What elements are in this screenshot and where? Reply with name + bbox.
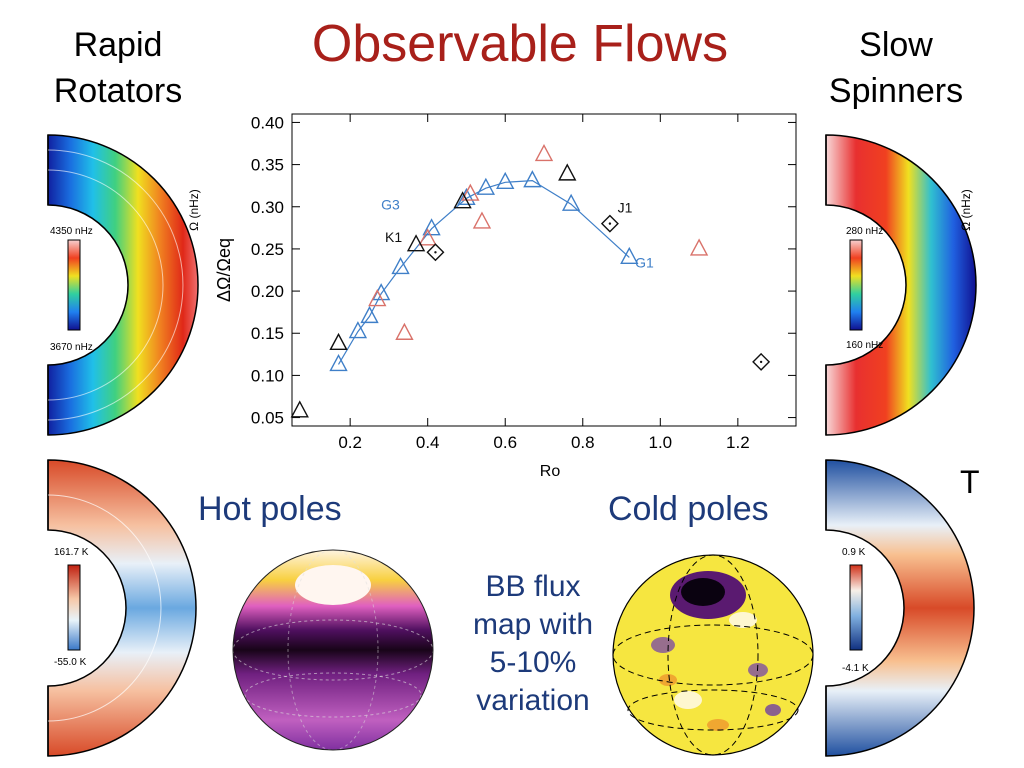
- y-tick-label: 0.20: [251, 282, 284, 301]
- x-tick-label: 1.0: [648, 433, 672, 452]
- y-tick-label: 0.10: [251, 366, 284, 385]
- colorbar-max-label: 280 nHz: [846, 226, 883, 237]
- omega-axis-label: Ω (nHz): [187, 189, 201, 231]
- data-series: [290, 143, 771, 418]
- y-tick-label: 0.35: [251, 156, 284, 175]
- sphere-surface: [233, 550, 433, 750]
- y-tick-label: 0.40: [251, 113, 284, 132]
- triangle-marker: [558, 163, 577, 181]
- hot-poles-sphere: [232, 549, 434, 751]
- note-line-3: 5-10%: [489, 646, 577, 679]
- triangle-marker: [523, 170, 542, 188]
- triangle-marker: [348, 321, 368, 339]
- annotation-label: G3: [381, 196, 400, 212]
- triangle-marker: [360, 305, 379, 324]
- slow-spinners-heading: Slow Spinners: [806, 22, 986, 114]
- diamond-dot: [608, 222, 612, 225]
- colorbar-max-label: 161.7 K: [54, 547, 89, 558]
- x-tick-label: 0.4: [416, 433, 440, 452]
- x-axis-label: Ro: [540, 463, 561, 480]
- x-tick-label: 0.6: [493, 433, 517, 452]
- slide-title: Observable Flows: [311, 15, 729, 73]
- cold-poles-sphere: [612, 554, 814, 756]
- heading-line-1: Slow: [859, 26, 933, 64]
- colorbar-min-label: -55.0 K: [54, 657, 87, 668]
- triangle-marker: [391, 256, 410, 275]
- heading-line-2: Spinners: [828, 72, 964, 110]
- omega-axis-label: Ω (nHz): [959, 189, 973, 231]
- y-tick-label: 0.05: [251, 409, 284, 428]
- rapid-temp-panel: 161.7 K -55.0 K: [47, 459, 197, 757]
- x-tick-label: 1.2: [726, 433, 750, 452]
- triangle-marker: [476, 177, 496, 195]
- differential-rotation-chart: 0.2 0.4 0.6 0.8 1.0 1.2 0.05 0.10 0.15 0.20 0.25 0.…: [214, 113, 797, 480]
- note-line-4: variation: [476, 684, 590, 717]
- triangle-marker: [329, 353, 348, 372]
- triangle-marker: [461, 183, 480, 201]
- triangle-marker: [368, 289, 387, 307]
- temperature-shell: [47, 459, 197, 757]
- x-tick-label: 0.2: [338, 433, 362, 452]
- colorbar-min-label: 160 nHz: [846, 340, 883, 351]
- triangle-marker: [290, 400, 309, 418]
- slow-temp-panel: 0.9 K -4.1 K: [825, 459, 975, 757]
- bb-flux-note: BB flux map with 5-10% variation: [458, 568, 608, 720]
- triangle-marker: [561, 193, 581, 211]
- diamond-dot: [759, 360, 763, 364]
- heading-line-2: Rotators: [53, 72, 183, 110]
- rapid-rotators-heading: Rapid Rotators: [28, 22, 208, 114]
- hot-poles-heading: Hot poles: [198, 490, 342, 528]
- colorbar-max-label: 4350 nHz: [50, 226, 93, 237]
- triangle-marker: [395, 322, 414, 340]
- y-tick-label: 0.30: [251, 198, 284, 217]
- annotation-label: J1: [618, 200, 633, 216]
- plot-frame: [291, 113, 797, 427]
- triangle-marker: [496, 171, 515, 190]
- slow-omega-panel: 280 nHz 160 nHz Ω (nHz): [825, 134, 977, 436]
- temperature-letter: T: [960, 464, 980, 500]
- colorbar-min-label: -4.1 K: [842, 663, 869, 674]
- rapid-omega-panel: 4350 nHz 3670 nHz Ω (nHz): [47, 134, 201, 436]
- triangle-marker: [457, 187, 476, 206]
- note-line-1: BB flux: [485, 570, 581, 603]
- cold-poles-heading: Cold poles: [608, 490, 769, 528]
- y-tick-label: 0.15: [251, 324, 284, 343]
- triangle-marker: [422, 218, 441, 236]
- annotation-label: G1: [635, 254, 654, 270]
- colorbar-max-label: 0.9 K: [842, 547, 866, 558]
- x-tick-label: 0.8: [571, 433, 595, 452]
- omega-shell: [825, 134, 977, 436]
- triangle-marker: [418, 228, 437, 246]
- omega-colorbar: [67, 239, 81, 331]
- diamond-marker: [600, 214, 619, 233]
- diamond-marker: [426, 243, 445, 262]
- y-tick-label: 0.25: [251, 240, 284, 259]
- diamond-dot: [434, 251, 437, 254]
- triangle-marker: [534, 143, 554, 162]
- triangle-marker: [406, 234, 426, 252]
- annotation-label: K1: [385, 229, 402, 245]
- annotations: G3 K1 J1 G1: [381, 196, 654, 270]
- axis-ticks: 0.2 0.4 0.6 0.8 1.0 1.2 0.05 0.10 0.15 0.20 0.25 0.…: [251, 113, 796, 452]
- diamond-marker: [752, 352, 771, 371]
- triangle-marker: [329, 332, 348, 351]
- heading-line-1: Rapid: [73, 26, 163, 64]
- triangle-marker: [689, 238, 709, 256]
- triangle-marker: [620, 246, 639, 265]
- sphere-surface: [613, 555, 813, 755]
- triangle-marker: [472, 211, 492, 229]
- triangle-marker: [453, 191, 472, 209]
- omega-colorbar: [849, 239, 863, 331]
- colorbar-min-label: 3670 nHz: [50, 342, 93, 353]
- y-axis-label: ΔΩ/Ωeq: [214, 238, 234, 302]
- note-line-2: map with: [472, 608, 594, 641]
- temperature-colorbar: [67, 564, 81, 651]
- temperature-shell: [825, 459, 975, 757]
- temperature-colorbar: [849, 564, 863, 651]
